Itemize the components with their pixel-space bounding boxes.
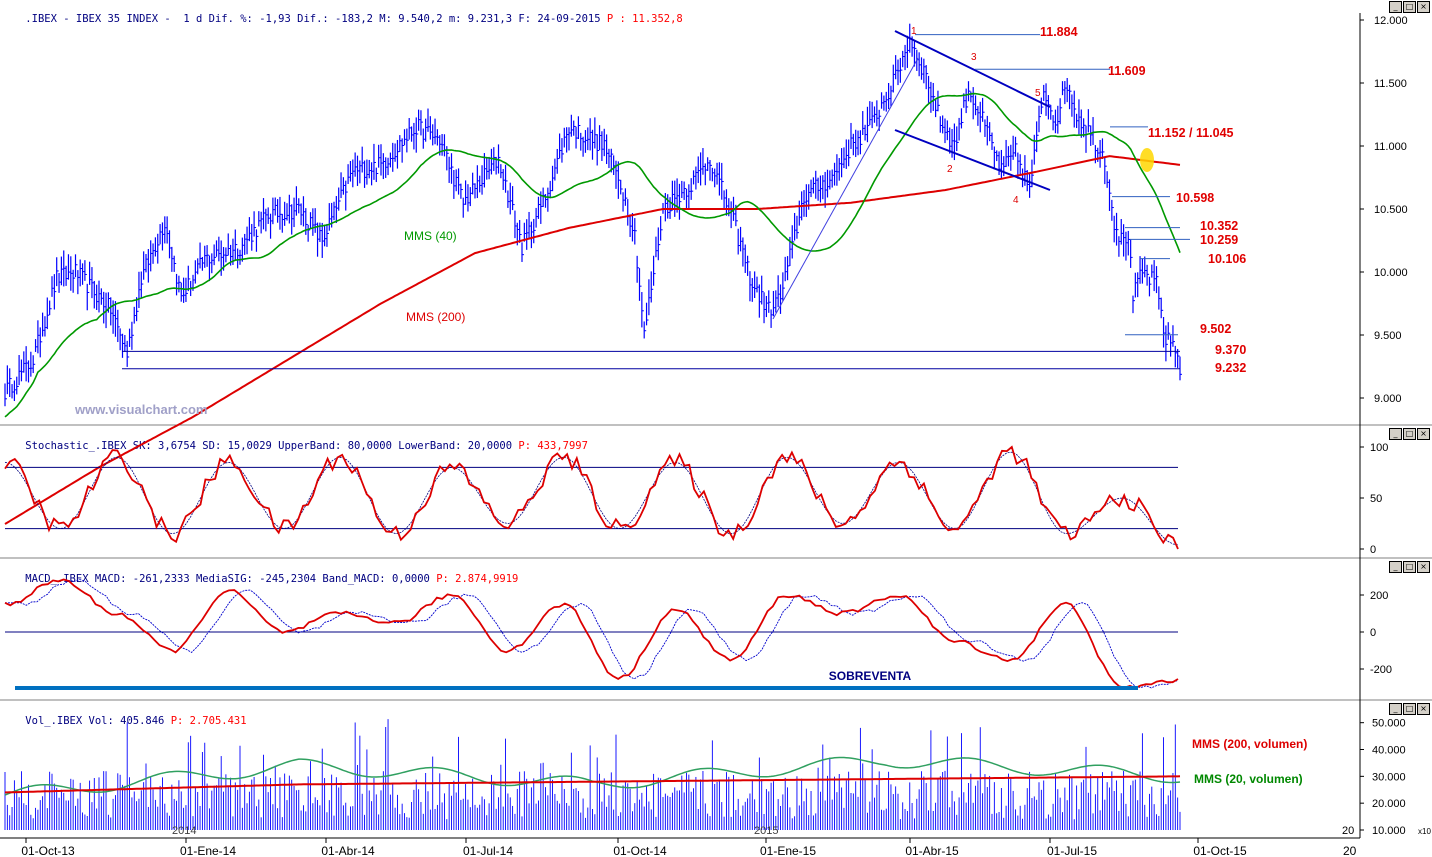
price-header-p: P : 11.352,8 (606, 13, 683, 25)
wave-label: 5 (1035, 88, 1041, 99)
macd-signal-line (5, 579, 1179, 689)
wave-label: 3 (971, 52, 977, 63)
minimize-button[interactable]: _ (1389, 703, 1402, 715)
stochastic-panel-header: Stochastic_.IBEX SK: 3,6754 SD: 15,0029 … (0, 427, 588, 452)
close-button[interactable]: × (1417, 703, 1430, 715)
y-tick-label: 50.000 (1372, 718, 1406, 730)
x-tick-label: 01-Oct-15 (1193, 844, 1247, 857)
level-label: 11.884 (1040, 25, 1078, 39)
volume-header-p: P: 2.705.431 (170, 715, 247, 727)
y-tick-label: 10.000 (1374, 267, 1408, 279)
wave-label: 4 (1013, 195, 1019, 206)
stochastic-window-buttons: _ □ × (1389, 428, 1430, 440)
maximize-button[interactable]: □ (1403, 561, 1416, 573)
x-axis-edge-label: 20 (1342, 825, 1354, 837)
y-tick-label: 0 (1370, 627, 1376, 639)
volume-ma20-line (4, 756, 1181, 796)
price-header-text: .IBEX - IBEX 35 INDEX - 1 d Dif. %: -1,9… (25, 13, 607, 25)
x-tick-label: 01-Ene-14 (180, 844, 236, 857)
price-window-buttons: _ □ × (1389, 1, 1430, 13)
level-label: 9.232 (1215, 361, 1246, 375)
channel-upper-line (894, 30, 1051, 108)
level-label: 11.152 / 11.045 (1148, 126, 1234, 140)
y-tick-label: 10.000 (1372, 825, 1406, 837)
level-label: 10.106 (1208, 252, 1246, 266)
y-tick-label: 12.000 (1374, 15, 1408, 27)
macd-header-p: P: 2.874,9919 (436, 573, 519, 585)
stochastic-signal-line (4, 451, 1179, 546)
x-tick-label: 01-Abr-14 (321, 844, 375, 857)
level-label: 10.352 (1200, 219, 1238, 233)
volume-ma200-line (5, 775, 1181, 794)
minimize-button[interactable]: _ (1389, 561, 1402, 573)
macd-panel-header: MACD_.IBEX MACD: -261,2333 MediaSIG: -24… (0, 560, 518, 585)
maximize-button[interactable]: □ (1403, 1, 1416, 13)
x-tick-label: 01-Oct-13 (21, 844, 75, 857)
y-tick-label: 11.500 (1374, 78, 1407, 90)
close-button[interactable]: × (1417, 428, 1430, 440)
ma40-label: MMS (40) (404, 229, 457, 243)
maximize-button[interactable]: □ (1403, 428, 1416, 440)
level-label: 9.502 (1200, 322, 1231, 336)
scale-note: x10 (1418, 827, 1431, 836)
volume-header-text: Vol_.IBEX Vol: 405.846 (25, 715, 171, 727)
ma200-line (4, 155, 1181, 525)
stochastic-line (4, 445, 1179, 550)
volume-ma20-label: MMS (20, volumen) (1194, 772, 1303, 786)
sobreventa-label: SOBREVENTA (829, 669, 912, 683)
level-label: 11.609 (1108, 64, 1146, 78)
y-tick-label: 9.500 (1374, 330, 1402, 342)
y-tick-label: 200 (1370, 590, 1388, 602)
y-tick-label: 9.000 (1374, 393, 1402, 405)
wave-label: 1 (911, 26, 917, 37)
x-tick-label: 01-Jul-14 (463, 844, 513, 857)
level-label: 10.598 (1176, 191, 1214, 205)
macd-window-buttons: _ □ × (1389, 561, 1430, 573)
y-tick-label: 30.000 (1372, 771, 1406, 783)
trend-line (772, 57, 919, 320)
y-tick-label: 50 (1370, 493, 1382, 505)
x-tick-label: 20 (1343, 844, 1357, 857)
x-tick-label: 01-Abr-15 (905, 844, 959, 857)
channel-lower-line (894, 129, 1051, 191)
close-button[interactable]: × (1417, 1, 1430, 13)
watermark: www.visualchart.com (74, 402, 207, 417)
x-tick-label: 01-Ene-15 (760, 844, 816, 857)
year-label: 2015 (754, 825, 778, 837)
y-tick-label: 40.000 (1372, 745, 1406, 757)
x-tick-label: 01-Oct-14 (613, 844, 667, 857)
ma200-label: MMS (200) (406, 310, 465, 324)
year-label: 2014 (172, 825, 196, 837)
y-tick-label: 0 (1370, 544, 1376, 556)
y-tick-label: 10.500 (1374, 204, 1408, 216)
stochastic-header-p: P: 433,7997 (518, 440, 588, 452)
volume-bars (4, 719, 1181, 830)
highlight-marker (1140, 148, 1154, 172)
price-panel-header: .IBEX - IBEX 35 INDEX - 1 d Dif. %: -1,9… (0, 0, 682, 25)
y-tick-label: 100 (1370, 442, 1388, 454)
y-tick-label: 11.000 (1374, 141, 1407, 153)
macd-header-text: MACD_.IBEX MACD: -261,2333 MediaSIG: -24… (25, 573, 437, 585)
x-tick-label: 01-Jul-15 (1047, 844, 1097, 857)
y-tick-label: -200 (1370, 664, 1392, 676)
level-label: 9.370 (1215, 343, 1246, 357)
close-button[interactable]: × (1417, 561, 1430, 573)
volume-window-buttons: _ □ × (1389, 703, 1430, 715)
maximize-button[interactable]: □ (1403, 703, 1416, 715)
y-tick-label: 20.000 (1372, 798, 1406, 810)
price-bars (4, 23, 1182, 407)
minimize-button[interactable]: _ (1389, 428, 1402, 440)
level-label: 10.259 (1200, 233, 1238, 247)
wave-label: 2 (947, 164, 953, 175)
volume-panel-header: Vol_.IBEX Vol: 405.846 P: 2.705.431 (0, 702, 246, 727)
ma40-line (4, 92, 1181, 418)
volume-ma200-label: MMS (200, volumen) (1192, 737, 1307, 751)
minimize-button[interactable]: _ (1389, 1, 1402, 13)
stochastic-header-text: Stochastic_.IBEX SK: 3,6754 SD: 15,0029 … (25, 440, 519, 452)
macd-line (4, 578, 1179, 689)
